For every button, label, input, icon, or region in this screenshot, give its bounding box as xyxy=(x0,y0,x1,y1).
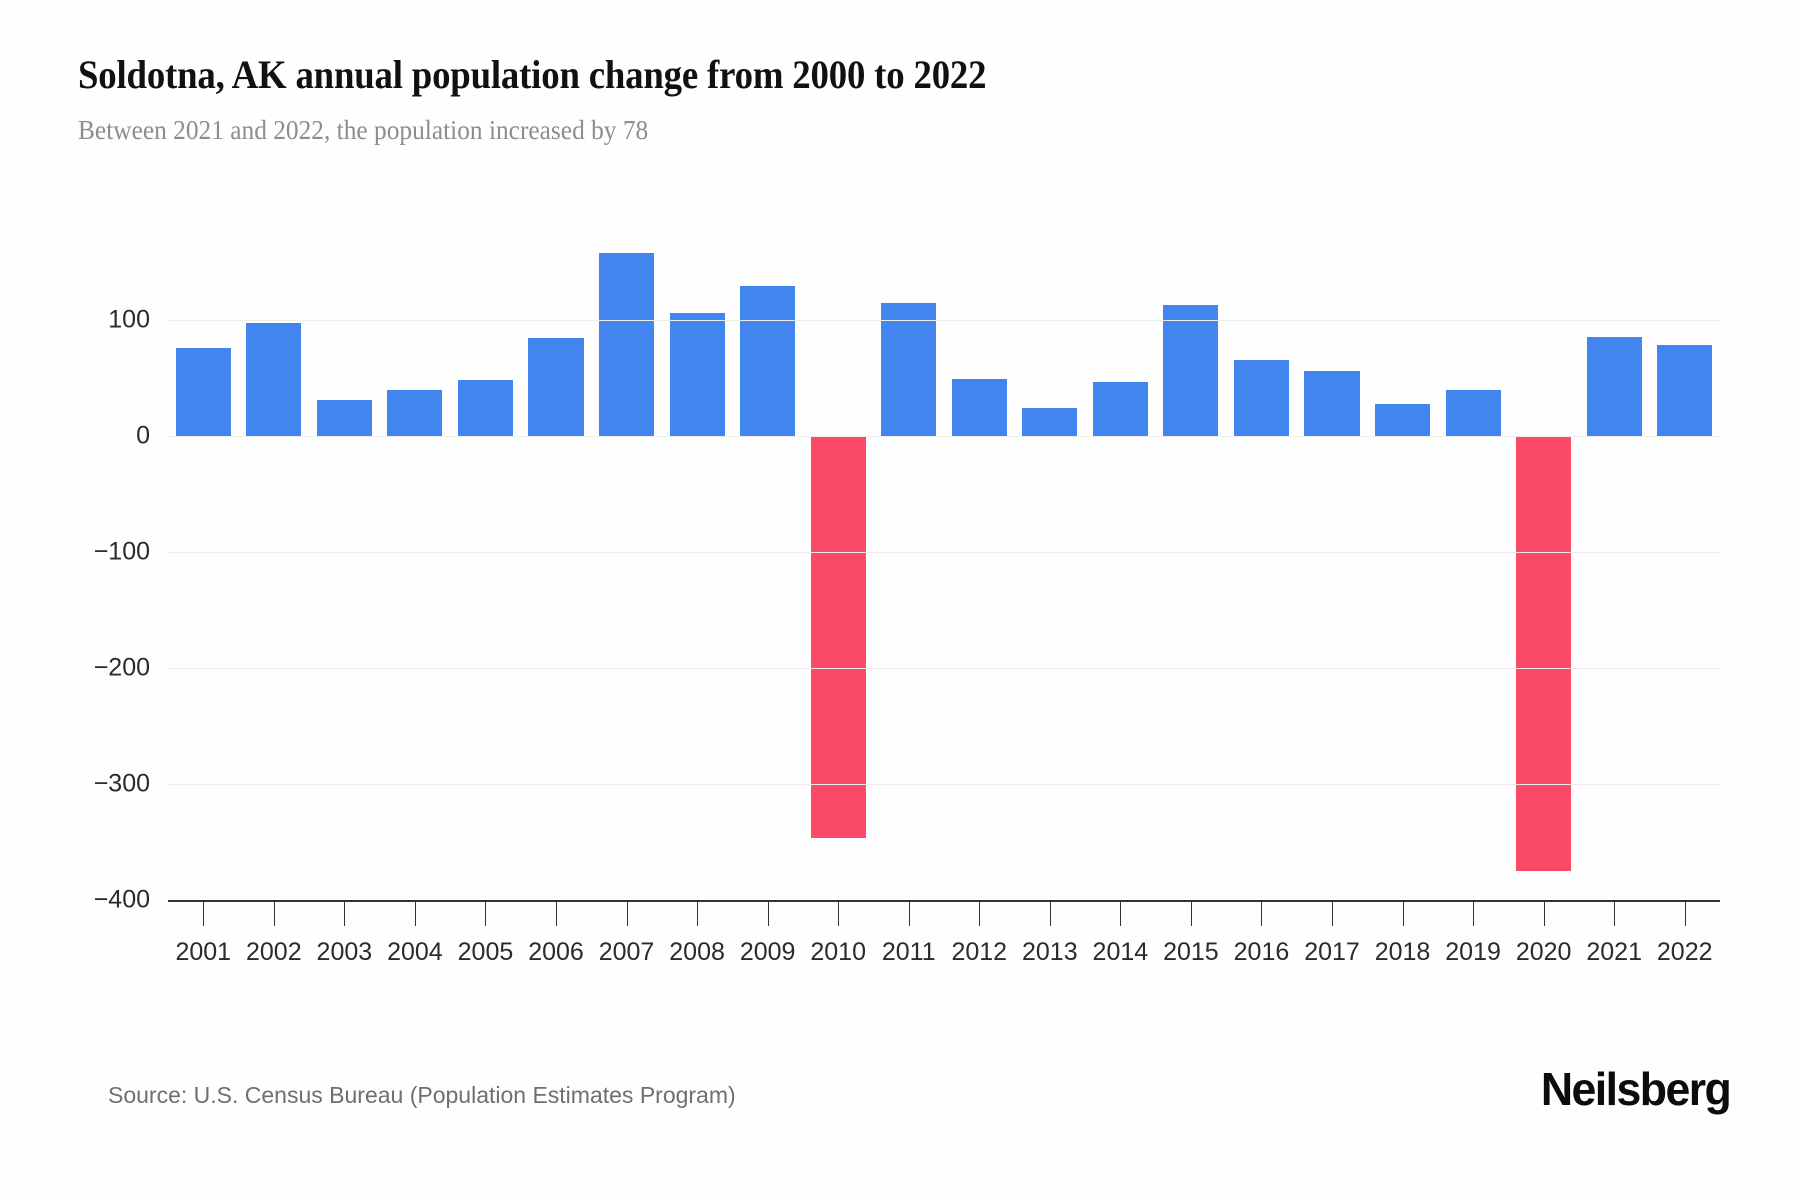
bar[interactable] xyxy=(881,303,937,436)
y-axis-tick-label: −400 xyxy=(93,885,150,914)
x-axis-tick-label: 2007 xyxy=(598,938,655,966)
x-axis-tick-label: 2013 xyxy=(1022,938,1078,966)
x-axis-tick xyxy=(1049,900,1051,926)
x-axis-tick xyxy=(1543,900,1545,926)
x-axis-tick-label: 2014 xyxy=(1092,938,1149,966)
bar[interactable] xyxy=(1586,337,1642,436)
x-axis-tick xyxy=(697,900,699,926)
y-axis-tick-label: −200 xyxy=(93,653,150,682)
x-axis-tick xyxy=(626,900,628,926)
x-axis-tick xyxy=(979,900,981,926)
x-axis-tick-label: 2010 xyxy=(810,938,866,966)
page-title: Soldotna, AK annual population change fr… xyxy=(78,52,987,97)
x-axis-tick xyxy=(414,900,416,926)
x-axis-tick-label: 2004 xyxy=(387,938,443,966)
gridline xyxy=(168,319,1720,321)
x-axis-tick-label: 2001 xyxy=(175,938,232,966)
x-axis-tick-label: 2006 xyxy=(528,938,584,966)
y-axis-tick-label: −300 xyxy=(93,769,150,798)
x-axis-tick xyxy=(1684,900,1686,926)
x-axis-tick-label: 2018 xyxy=(1374,938,1431,966)
bar[interactable] xyxy=(1233,360,1289,436)
x-axis-tick xyxy=(203,900,205,926)
gridline xyxy=(168,667,1720,669)
bar[interactable] xyxy=(457,380,513,436)
x-axis-tick xyxy=(1261,900,1263,926)
bar[interactable] xyxy=(1375,404,1431,436)
x-axis-tick-label: 2002 xyxy=(246,938,302,966)
x-axis-tick xyxy=(1332,900,1333,926)
bar[interactable] xyxy=(246,323,302,436)
x-axis-tick xyxy=(838,900,840,926)
x-axis-tick-label: 2008 xyxy=(669,938,725,966)
bar[interactable] xyxy=(599,253,655,436)
bar[interactable] xyxy=(1022,407,1078,436)
x-axis-tick-label: 2021 xyxy=(1586,938,1642,966)
bar-series xyxy=(168,250,1720,900)
y-axis-labels: 100 0 −100 −200 −300 −400 xyxy=(20,250,150,913)
gridline xyxy=(168,435,1720,437)
x-axis-tick-label: 2005 xyxy=(457,938,514,966)
bar[interactable] xyxy=(1304,370,1360,436)
y-axis-tick-label: 0 xyxy=(136,421,150,450)
x-axis-tick-label: 2003 xyxy=(316,938,373,966)
bar[interactable] xyxy=(316,399,372,436)
bar[interactable] xyxy=(669,312,725,436)
x-axis-tick-label: 2022 xyxy=(1656,938,1713,966)
bar[interactable] xyxy=(387,390,443,436)
plot-area xyxy=(168,250,1720,902)
x-axis-tick-label: 2015 xyxy=(1163,938,1219,966)
bar[interactable] xyxy=(1445,390,1501,436)
x-axis-tick-label: 2011 xyxy=(881,938,936,966)
x-axis-tick xyxy=(273,900,275,926)
brand-logo: Neilsberg xyxy=(1540,1063,1732,1115)
bar[interactable] xyxy=(1657,345,1713,436)
x-axis-tick xyxy=(1190,900,1192,926)
x-axis-tick xyxy=(767,900,769,926)
gridline xyxy=(168,783,1720,785)
bar[interactable] xyxy=(810,435,866,839)
x-axis-tick-label: 2016 xyxy=(1233,938,1290,966)
bar[interactable] xyxy=(1092,382,1148,436)
x-axis-tick xyxy=(344,900,346,926)
x-axis-tick-label: 2019 xyxy=(1445,938,1501,966)
x-axis-tick xyxy=(556,900,557,926)
x-axis-tick-label: 2017 xyxy=(1304,938,1360,966)
x-axis-tick-label: 2009 xyxy=(739,938,796,966)
bar[interactable] xyxy=(528,338,584,436)
bar[interactable] xyxy=(740,285,796,436)
y-axis-tick-label: −100 xyxy=(93,537,150,566)
x-axis-tick xyxy=(1614,900,1616,926)
chart-header: Soldotna, AK annual population change fr… xyxy=(78,52,1718,146)
y-axis-tick-label: 100 xyxy=(108,305,150,334)
x-axis-tick xyxy=(908,900,910,926)
bar[interactable] xyxy=(1516,435,1572,871)
x-axis-tick xyxy=(1402,900,1404,926)
gridline xyxy=(168,551,1720,553)
x-axis-tick-label: 2020 xyxy=(1515,938,1572,966)
x-axis-line xyxy=(168,900,1720,902)
bar[interactable] xyxy=(175,347,231,436)
x-axis-tick-label: 2012 xyxy=(951,938,1008,966)
source-note: Source: U.S. Census Bureau (Population E… xyxy=(108,1082,736,1108)
x-axis-labels: 2001 2002 2003 2004 2005 2006 2007 2008 2009 2010… xyxy=(168,938,1720,978)
x-axis-tick xyxy=(1473,900,1475,926)
chart-subtitle: Between 2021 and 2022, the population in… xyxy=(78,115,649,145)
bar[interactable] xyxy=(1163,304,1219,436)
x-axis-tick xyxy=(1120,900,1122,926)
x-axis-tick xyxy=(485,900,487,926)
bar[interactable] xyxy=(951,378,1007,436)
x-axis-ticks xyxy=(168,900,1720,930)
